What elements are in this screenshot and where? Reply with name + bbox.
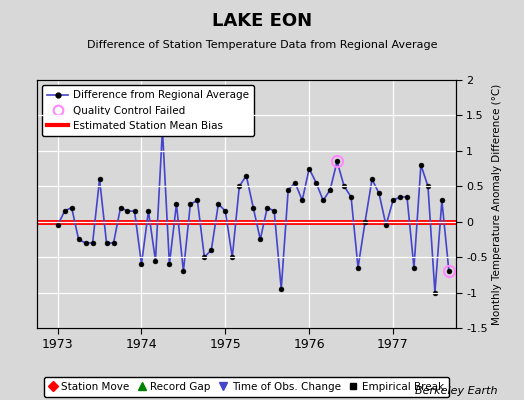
Text: Berkeley Earth: Berkeley Earth: [416, 386, 498, 396]
Text: Difference of Station Temperature Data from Regional Average: Difference of Station Temperature Data f…: [87, 40, 437, 50]
Legend: Station Move, Record Gap, Time of Obs. Change, Empirical Break: Station Move, Record Gap, Time of Obs. C…: [43, 377, 449, 397]
Text: LAKE EON: LAKE EON: [212, 12, 312, 30]
Y-axis label: Monthly Temperature Anomaly Difference (°C): Monthly Temperature Anomaly Difference (…: [492, 83, 502, 325]
